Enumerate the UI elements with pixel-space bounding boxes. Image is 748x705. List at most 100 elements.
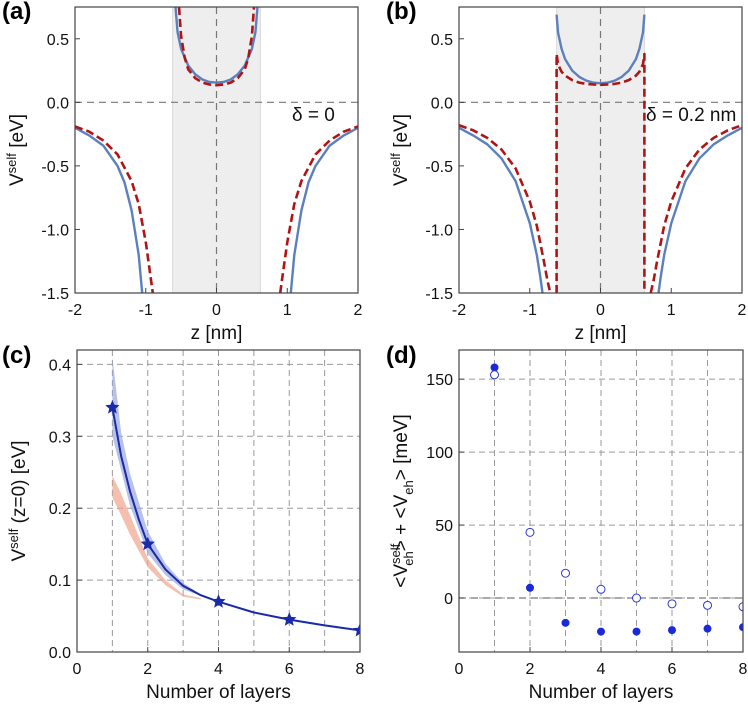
delta-annotation: δ = 0: [292, 105, 335, 126]
x-tick-label: -1: [523, 302, 537, 319]
series-a-1-segment-0: [75, 125, 155, 293]
y-tick-label: 0.2: [49, 501, 71, 518]
x-axis-label: Number of layers: [146, 682, 291, 703]
y-tick-label: 0.3: [49, 429, 71, 446]
filled-point: [739, 623, 743, 632]
star-point: [352, 622, 360, 637]
y-tick-label: 50: [435, 518, 453, 535]
filled-point: [526, 583, 534, 592]
x-axis-label: z [nm]: [191, 323, 243, 344]
y-tick-label: -1.0: [41, 222, 69, 239]
delta-annotation: δ = 0.2 nm: [646, 105, 736, 126]
y-axis-label-part: self: [388, 153, 403, 174]
y-tick-label: 0: [444, 591, 453, 608]
open-point: [561, 568, 570, 578]
panel-b-label: (b): [386, 0, 417, 25]
shaded-region: [172, 7, 261, 293]
y-axis-label-part: V: [7, 173, 28, 186]
x-tick-label: 6: [668, 661, 677, 678]
series-b-0-segment-1: [555, 14, 646, 85]
open-point: [738, 602, 743, 612]
open-point: [490, 370, 499, 380]
filled-point: [632, 627, 641, 636]
panel-b: -2 -1 0 1 2 -1.5 -1.0 -0.5 0.0 0.5 z [nm] Vself [eV…: [388, 6, 747, 344]
y-tick-label: -1.0: [425, 222, 453, 239]
star-point: [140, 536, 155, 551]
series-c-0-curve: [111, 407, 360, 632]
series-b-0-segment-0: [459, 126, 544, 293]
filled-point: [561, 618, 570, 627]
panel-d-label: (d): [386, 342, 417, 369]
x-axis-label: z [nm]: [575, 323, 627, 344]
x-tick-label: 0: [596, 302, 605, 319]
y-axis-label-part: > + <V: [391, 494, 412, 551]
y-axis-label: Vself (z=0) [eV]: [6, 440, 30, 561]
open-point: [667, 599, 677, 609]
y-axis-label-part: eh: [401, 480, 416, 494]
series-b-0-segment-2: [657, 126, 742, 293]
y-tick-label: 0.4: [49, 357, 71, 374]
y-axis-label-part: (z=0) [eV]: [9, 440, 30, 528]
filled-point: [490, 363, 499, 372]
y-tick-label: 150: [426, 372, 453, 389]
shaded-region: [556, 7, 645, 293]
y-axis-label-part: > [meV]: [391, 414, 412, 480]
star-point: [282, 612, 297, 626]
y-tick-label: 0.5: [47, 32, 69, 49]
x-tick-label: 0: [455, 661, 464, 678]
x-tick-label: 2: [143, 661, 152, 678]
open-point: [525, 527, 535, 537]
plot-area: [75, 7, 358, 293]
x-tick-label: -1: [139, 302, 153, 319]
y-tick-label: -1.5: [425, 286, 453, 303]
filled-point: [597, 627, 605, 636]
y-axis-label-part: self: [6, 528, 21, 549]
y-tick-label: -1.5: [41, 286, 69, 303]
panel-c-label: (c): [2, 342, 32, 369]
y-tick-label: -0.5: [41, 159, 69, 176]
y-tick-label: 100: [426, 445, 453, 462]
y-axis-label: <Vselfeh> + <Veh> [meV]: [388, 414, 416, 587]
series-b-1-segment-0: [459, 123, 552, 293]
series-a-0-segment-0: [75, 126, 144, 293]
panel-c: 0 2 4 6 8 0.0 0.1 0.2 0.3 0.4 Number of layers Vsel…: [6, 349, 365, 703]
y-tick-label: 0.5: [431, 32, 453, 49]
x-tick-label: 2: [738, 302, 747, 319]
panel-a-label: (a): [2, 0, 32, 25]
x-tick-label: 4: [214, 661, 223, 678]
x-tick-label: 1: [283, 302, 292, 319]
open-point: [596, 584, 606, 594]
x-tick-label: 1: [667, 302, 676, 319]
x-tick-label: 2: [354, 302, 363, 319]
y-axis-label: Vself [eV]: [4, 114, 28, 186]
star-point: [211, 594, 226, 608]
x-tick-label: 0: [212, 302, 221, 319]
series-b-1-segment-2: [649, 123, 742, 293]
series-a-1-segment-1: [177, 7, 256, 87]
series-c-1-band: [112, 357, 201, 596]
y-tick-label: 0.0: [47, 95, 69, 112]
x-tick-label: -2: [452, 302, 466, 319]
y-axis-label-part: self: [4, 153, 19, 174]
x-tick-label: 2: [526, 661, 535, 678]
plot-area: [459, 350, 743, 652]
x-tick-label: 4: [597, 661, 606, 678]
y-axis-label-part: V: [9, 549, 30, 562]
y-axis-label-part: [eV]: [391, 114, 412, 153]
series-c-2-band: [112, 475, 201, 600]
y-axis-label-part: [eV]: [7, 114, 28, 153]
x-tick-label: 8: [356, 661, 365, 678]
y-axis-label-part: <V: [391, 564, 412, 588]
series-a-0-segment-2: [289, 126, 358, 293]
y-axis-label-part: eh: [401, 551, 416, 565]
panel-a: -2 -1 0 1 2 -1.5 -1.0 -0.5 0.0 0.5 z [nm] Vself [eV…: [4, 6, 363, 344]
open-point: [632, 593, 641, 603]
open-point: [703, 600, 712, 610]
y-tick-label: -0.5: [425, 159, 453, 176]
y-tick-label: 0.0: [431, 95, 453, 112]
filled-point: [668, 626, 676, 635]
y-axis-label: Vself [eV]: [388, 114, 412, 186]
x-tick-label: 0: [73, 661, 82, 678]
